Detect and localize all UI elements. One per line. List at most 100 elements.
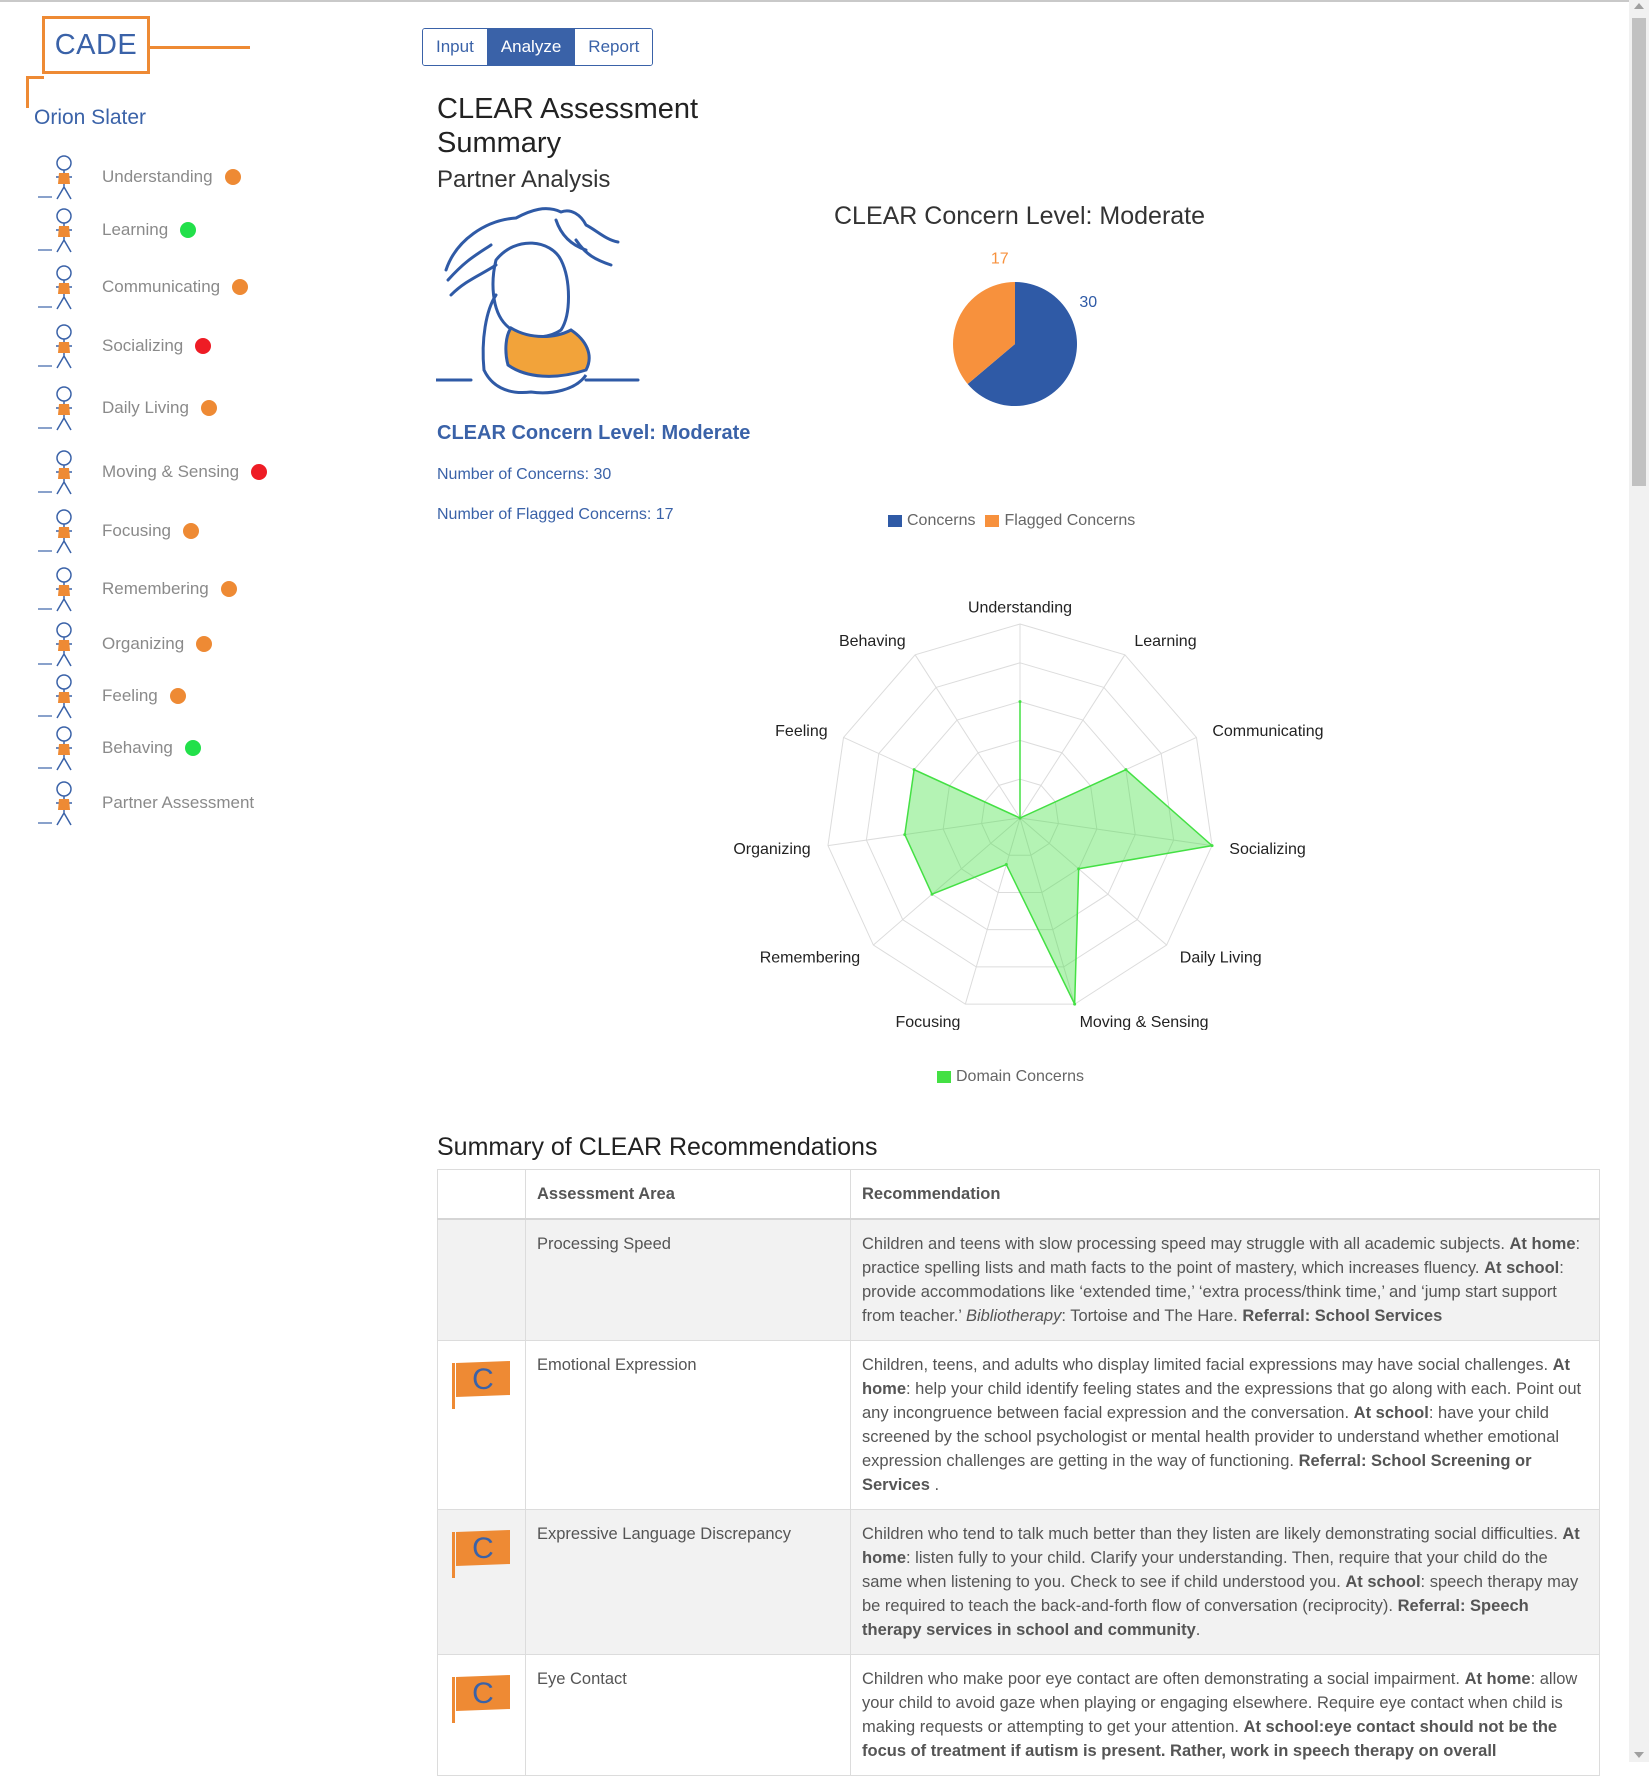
radar-spoke [914, 654, 1021, 819]
radar-axis-label: Understanding [968, 600, 1072, 617]
concern-flag-icon: C [452, 1675, 510, 1723]
radar-grid-ring [827, 623, 1213, 1005]
legend-label[interactable]: Domain Concerns [956, 1068, 1085, 1085]
logo-line [26, 76, 29, 108]
number-of-flagged-concerns: Number of Flagged Concerns: 17 [437, 506, 674, 523]
status-dot [232, 279, 249, 295]
table-row: C Eye Contact Children who make poor eye c… [437, 1654, 1600, 1776]
sidebar-item-label: Organizing [102, 634, 185, 653]
remembering-figure-icon [38, 567, 72, 612]
view-tabs: Input Analyze Report [422, 28, 654, 66]
sidebar-item[interactable]: Partner Assessment [34, 776, 254, 830]
radar-axis-label: Socializing [1229, 841, 1305, 858]
understanding-figure-icon [38, 155, 72, 200]
recommendation-cell: Children who make poor eye contact are o… [850, 1654, 1600, 1776]
radar-data-point[interactable] [912, 768, 916, 772]
radar-grid-ring [865, 662, 1175, 968]
daily-living-figure-icon [38, 386, 72, 431]
radar-data-point[interactable] [903, 833, 907, 837]
flag-column-header [437, 1169, 526, 1220]
page-title: CLEAR Assessment Summary [437, 93, 699, 159]
legend-label[interactable]: Flagged Concerns [1004, 512, 1136, 529]
sidebar-item[interactable]: Behaving [34, 721, 201, 775]
focusing-figure-icon [38, 509, 72, 554]
pie-data-label: 17 [991, 250, 1009, 267]
sidebar-item-label: Daily Living [102, 398, 189, 417]
logo-text: CADE [42, 16, 150, 74]
status-dot [195, 338, 212, 354]
logo-line [26, 76, 44, 79]
radar-data-point[interactable] [1124, 768, 1128, 772]
radar-axis-label: Feeling [775, 723, 827, 740]
tab-report[interactable]: Report [575, 29, 653, 65]
page-scrollbar-thumb[interactable] [1632, 18, 1646, 486]
assessment-area-header: Assessment Area [525, 1169, 851, 1220]
sidebar-item-label: Feeling [102, 686, 158, 705]
radar-spoke [873, 817, 1021, 946]
sidebar-item-label: Communicating [102, 277, 221, 296]
recommendation-cell: Children and teens with slow processing … [850, 1218, 1600, 1341]
partner-assessment-figure-icon [38, 781, 72, 826]
flag-cell [437, 1218, 526, 1341]
radar-spoke [1019, 654, 1126, 819]
radar-axis-label: Focusing [896, 1014, 961, 1030]
radar-chart-legend: Domain Concerns [937, 1068, 1084, 1086]
radar-spoke [1019, 817, 1167, 946]
communicating-figure-icon [38, 265, 72, 310]
recommendations-title: Summary of CLEAR Recommendations [437, 1133, 878, 1161]
tab-analyze[interactable]: Analyze [487, 29, 576, 65]
table-row: C Expressive Language Discrepancy Children… [437, 1509, 1600, 1655]
sidebar-item[interactable]: Daily Living [34, 381, 217, 435]
recommendations-table: Assessment Area Recommendation Processin… [437, 1169, 1600, 1776]
status-dot [182, 523, 199, 539]
sidebar-item[interactable]: Feeling [34, 669, 186, 723]
thinking-child-illustration [436, 207, 640, 395]
radar-series-area[interactable] [904, 701, 1214, 1005]
sidebar-item-label: Socializing [102, 336, 184, 355]
sidebar-item[interactable]: Remembering [34, 562, 237, 616]
moving-sensing-figure-icon [38, 450, 72, 495]
sidebar-item[interactable]: Focusing [34, 504, 199, 558]
sidebar-item-label: Focusing [102, 521, 171, 540]
tab-input[interactable]: Input [423, 29, 488, 65]
concern-flag-icon: C [452, 1361, 510, 1409]
radar-data-point[interactable] [1018, 816, 1022, 820]
behaving-figure-icon [38, 726, 72, 771]
sidebar-item-label: Understanding [102, 167, 213, 186]
radar-data-point[interactable] [1210, 844, 1214, 848]
sidebar-item[interactable]: Moving & Sensing [34, 445, 268, 499]
sidebar-item[interactable]: Understanding [34, 150, 241, 204]
organizing-figure-icon [38, 622, 72, 667]
flag-cell: C [437, 1509, 526, 1655]
sidebar-item[interactable]: Organizing [34, 617, 213, 671]
scroll-down-arrow-icon[interactable] [1634, 1752, 1644, 1758]
legend-label[interactable]: Concerns [907, 512, 976, 529]
sidebar-item[interactable]: Learning [34, 203, 197, 257]
radar-data-point[interactable] [1073, 1002, 1077, 1006]
sidebar-item[interactable]: Socializing [34, 319, 212, 373]
radar-data-point[interactable] [1077, 867, 1081, 871]
pie-slice[interactable] [953, 282, 1015, 385]
radar-grid-ring [981, 778, 1059, 856]
radar-axis-label: Daily Living [1180, 949, 1262, 966]
radar-data-point[interactable] [930, 892, 934, 896]
status-dot [224, 169, 241, 185]
radar-data-point[interactable] [1018, 700, 1022, 704]
page-subtitle: Partner Analysis [437, 166, 611, 193]
scroll-up-arrow-icon[interactable] [1634, 3, 1644, 9]
sidebar-item[interactable]: Communicating [34, 260, 249, 314]
cade-logo[interactable]: CADE [26, 16, 256, 108]
sidebar-item-label: Partner Assessment [102, 793, 255, 812]
pie-slice[interactable] [967, 282, 1077, 406]
status-dot [200, 400, 217, 416]
recommendation-header: Recommendation [850, 1169, 1600, 1220]
radar-spoke [1019, 817, 1213, 847]
pie-chart-title: CLEAR Concern Level: Moderate [834, 202, 1206, 230]
radar-data-point[interactable] [1004, 863, 1008, 867]
svg-text:C: C [472, 1363, 494, 1396]
flag-cell: C [437, 1340, 526, 1510]
radar-spoke [964, 817, 1021, 1005]
assessment-area-cell: Eye Contact [525, 1654, 851, 1776]
socializing-figure-icon [38, 324, 72, 369]
radar-axis-label: Organizing [733, 841, 810, 858]
